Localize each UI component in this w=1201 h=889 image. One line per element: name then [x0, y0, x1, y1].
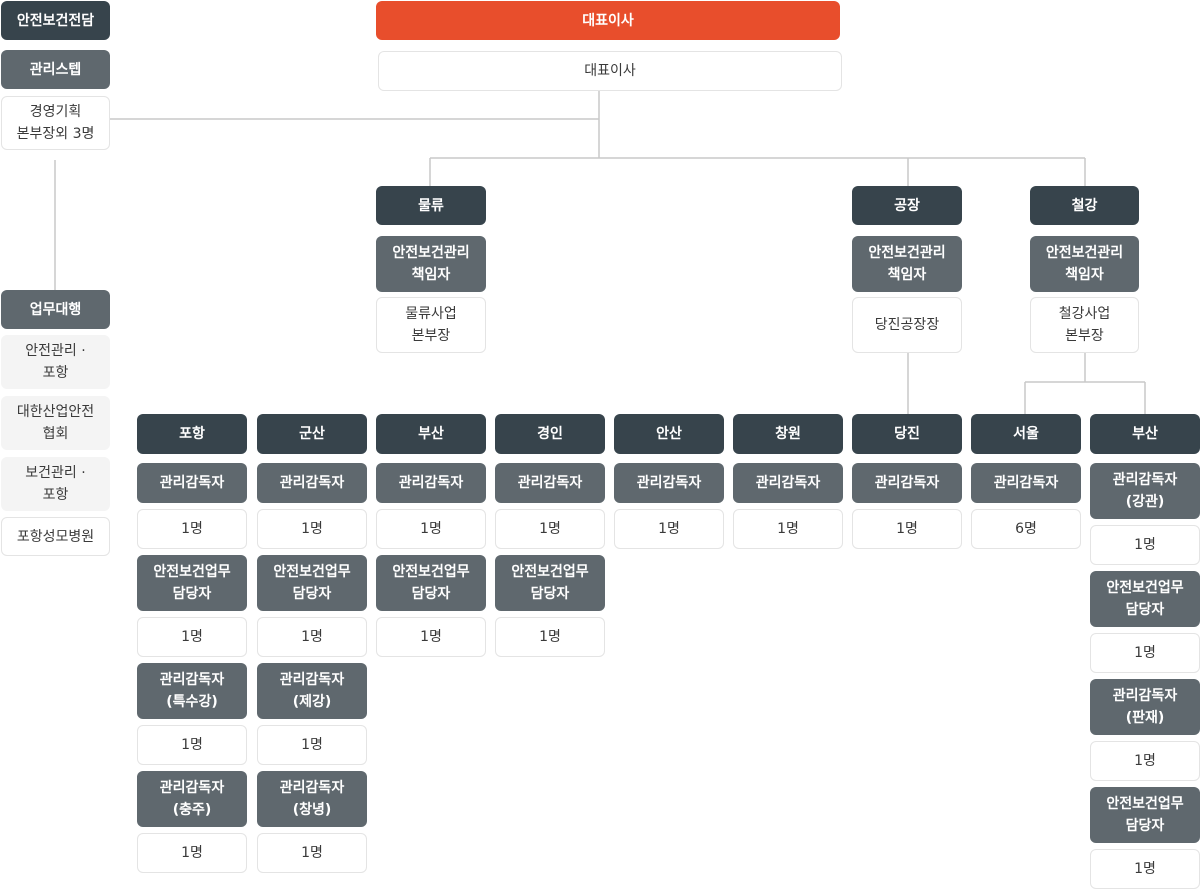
site-role: 관리감독자: [733, 463, 843, 503]
ceo-title: 대표이사: [378, 51, 842, 91]
site-role: 관리감독자: [257, 463, 367, 503]
site-role: 관리감독자: [376, 463, 486, 503]
site-role-count: 1명: [257, 617, 367, 657]
site-role-count: 1명: [257, 833, 367, 873]
site-header: 안산: [614, 414, 724, 454]
site-role: 관리감독자: [614, 463, 724, 503]
site-role: 관리감독자 (제강): [257, 663, 367, 719]
division-factory-header: 공장: [852, 186, 962, 225]
site-role-count: 1명: [137, 509, 247, 549]
site-header: 부산: [1090, 414, 1200, 454]
safety-team-header: 안전보건전담: [1, 1, 110, 40]
site-role: 관리감독자 (충주): [137, 771, 247, 827]
site-role: 관리감독자: [852, 463, 962, 503]
site-header: 부산: [376, 414, 486, 454]
site-role: 관리감독자: [495, 463, 605, 503]
site-header: 서울: [971, 414, 1081, 454]
site-role-count: 1명: [137, 725, 247, 765]
division-factory-role: 안전보건관리 책임자: [852, 236, 962, 292]
site-role-count: 1명: [852, 509, 962, 549]
site-role: 관리감독자 (특수강): [137, 663, 247, 719]
ceo-header: 대표이사: [376, 1, 840, 40]
site-role: 관리감독자: [137, 463, 247, 503]
site-header: 당진: [852, 414, 962, 454]
site-header: 군산: [257, 414, 367, 454]
division-steel-role: 안전보건관리 책임자: [1030, 236, 1139, 292]
site-role-count: 1명: [1090, 525, 1200, 565]
division-steel-person: 철강사업 본부장: [1030, 297, 1139, 353]
division-logistics-role: 안전보건관리 책임자: [376, 236, 486, 292]
site-role-count: 1명: [1090, 633, 1200, 673]
site-role-count: 1명: [495, 617, 605, 657]
site-role: 관리감독자 (강관): [1090, 463, 1200, 519]
site-role-count: 1명: [614, 509, 724, 549]
division-steel-header: 철강: [1030, 186, 1139, 225]
agency-header: 업무대행: [1, 290, 110, 329]
site-role-count: 1명: [376, 509, 486, 549]
site-role-count: 1명: [137, 833, 247, 873]
site-header: 포항: [137, 414, 247, 454]
site-role: 안전보건업무 담당자: [376, 555, 486, 611]
site-role-count: 6명: [971, 509, 1081, 549]
agency-item: 포항성모병원: [1, 517, 110, 556]
division-logistics-header: 물류: [376, 186, 486, 225]
agency-item: 보건관리 · 포항: [1, 457, 110, 511]
management-staff-header: 관리스텝: [1, 50, 110, 89]
site-role-count: 1명: [376, 617, 486, 657]
site-role: 안전보건업무 담당자: [1090, 571, 1200, 627]
site-role-count: 1명: [137, 617, 247, 657]
division-factory-person: 당진공장장: [852, 297, 962, 353]
site-role: 안전보건업무 담당자: [495, 555, 605, 611]
site-role-count: 1명: [495, 509, 605, 549]
agency-item: 안전관리 · 포항: [1, 335, 110, 389]
site-role-count: 1명: [733, 509, 843, 549]
management-staff-member: 경영기획 본부장외 3명: [1, 96, 110, 150]
site-role: 안전보건업무 담당자: [257, 555, 367, 611]
site-header: 경인: [495, 414, 605, 454]
site-role-count: 1명: [257, 725, 367, 765]
site-role: 관리감독자: [971, 463, 1081, 503]
site-role-count: 1명: [1090, 849, 1200, 889]
division-logistics-person: 물류사업 본부장: [376, 297, 486, 353]
site-role: 관리감독자 (판재): [1090, 679, 1200, 735]
site-header: 창원: [733, 414, 843, 454]
site-role: 관리감독자 (창녕): [257, 771, 367, 827]
site-role: 안전보건업무 담당자: [1090, 787, 1200, 843]
site-role-count: 1명: [257, 509, 367, 549]
site-role: 안전보건업무 담당자: [137, 555, 247, 611]
site-role-count: 1명: [1090, 741, 1200, 781]
agency-item: 대한산업안전 협회: [1, 396, 110, 450]
